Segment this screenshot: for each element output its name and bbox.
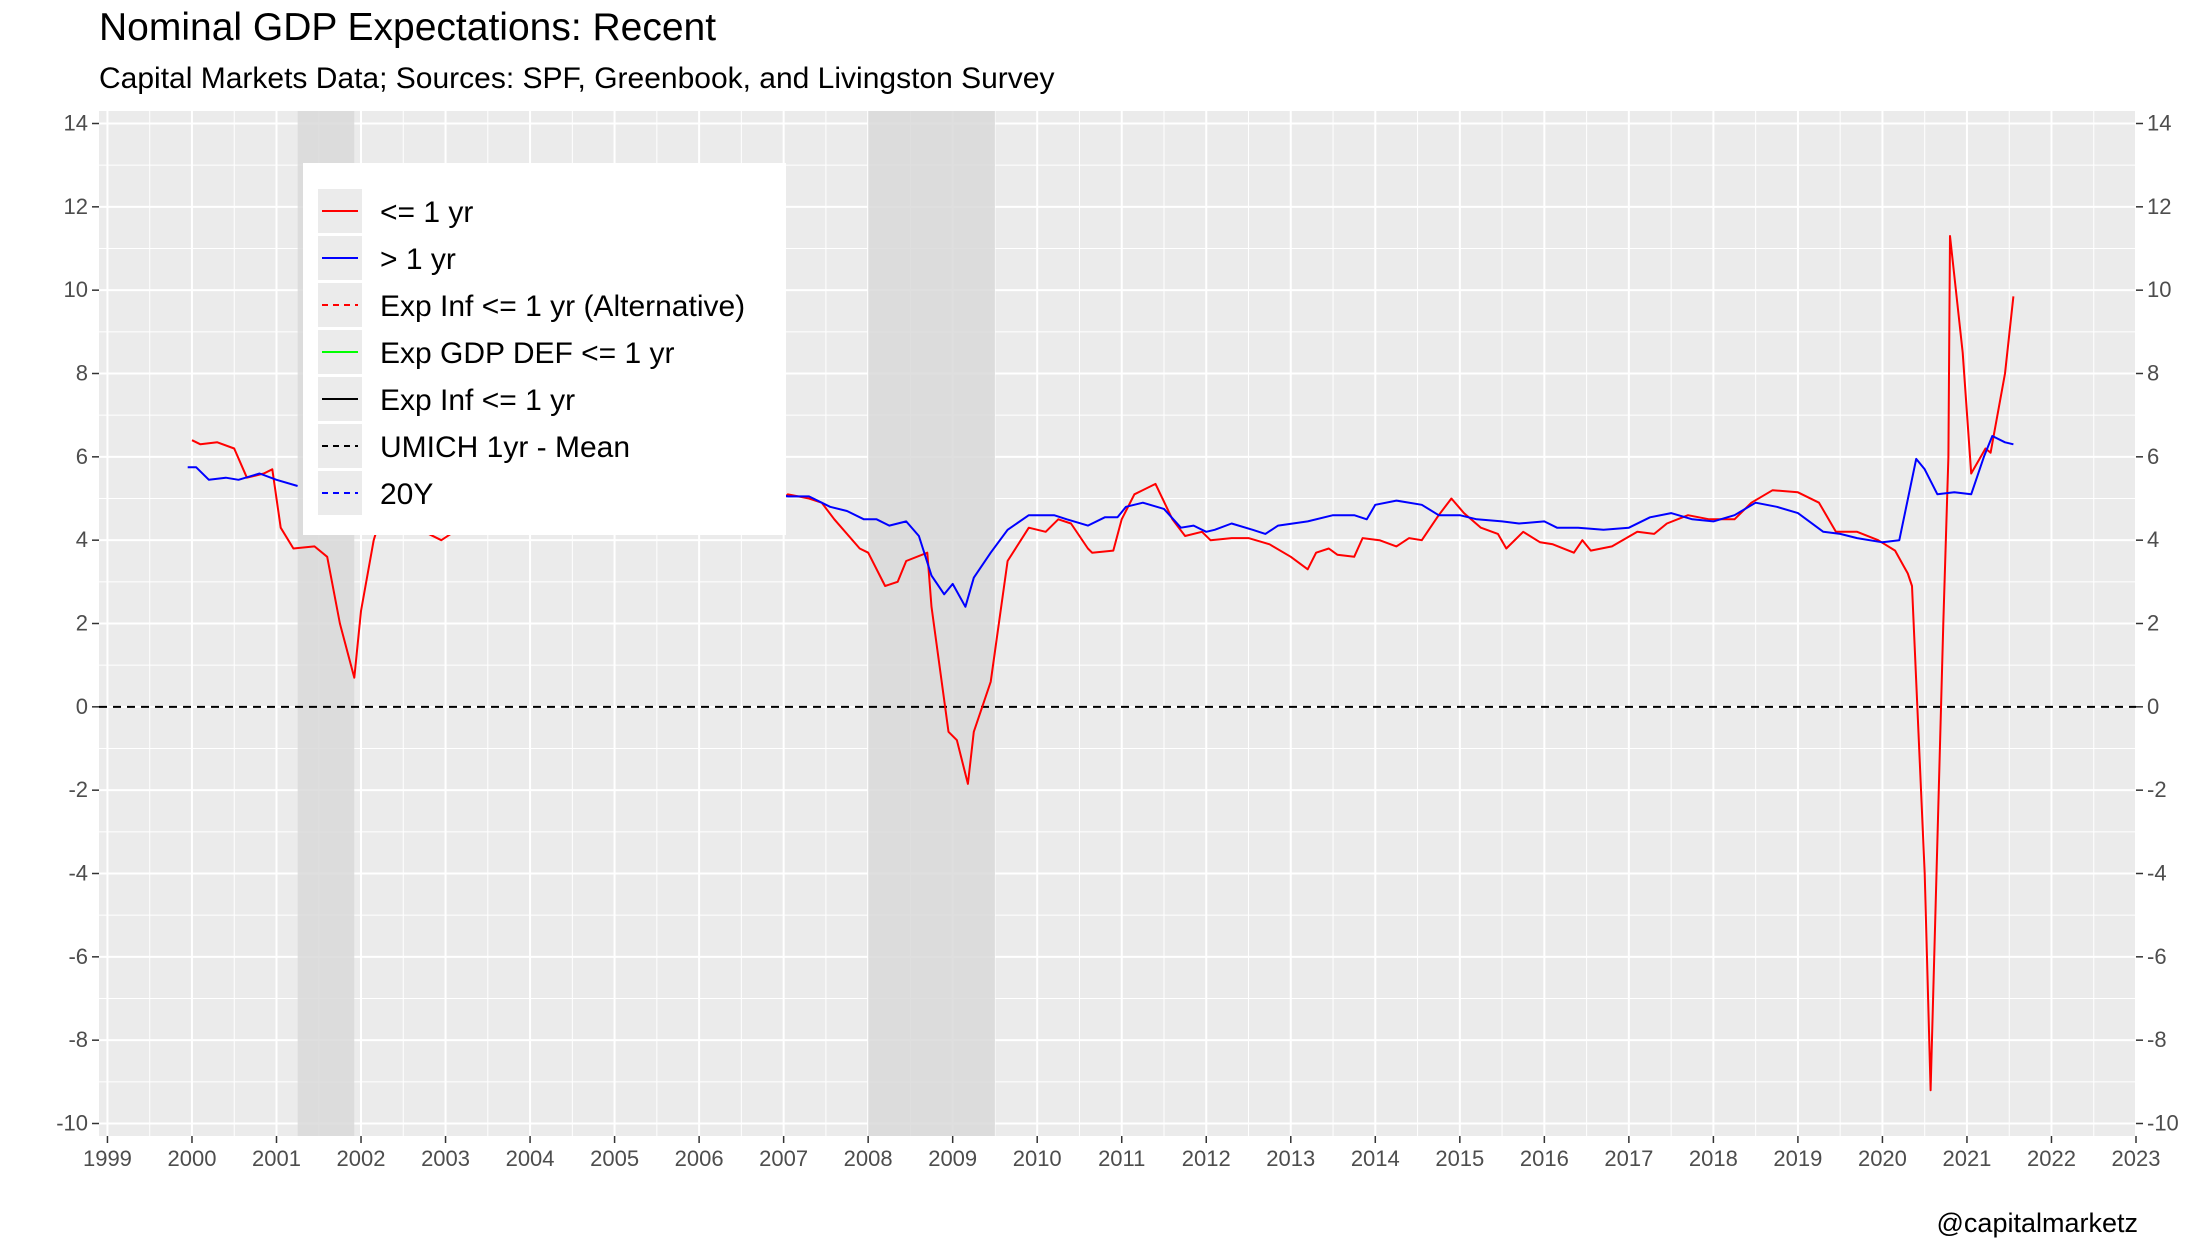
chart-subtitle: Capital Markets Data; Sources: SPF, Gree… <box>99 62 1055 95</box>
x-tick-label: 2021 <box>1942 1146 1991 1171</box>
legend-label: <= 1 yr <box>380 196 473 229</box>
chart-title: Nominal GDP Expectations: Recent <box>99 6 717 49</box>
y-tick-label-left: -6 <box>68 944 88 969</box>
x-tick-label: 2011 <box>1098 1146 1145 1171</box>
x-tick-label: 2013 <box>1266 1146 1315 1171</box>
x-tick-label: 2000 <box>167 1146 216 1171</box>
y-tick-label-left: 14 <box>64 111 88 136</box>
x-tick-label: 2003 <box>421 1146 470 1171</box>
x-tick-label: 1999 <box>83 1146 132 1171</box>
legend-label: > 1 yr <box>380 243 456 276</box>
y-tick-label-right: 12 <box>2147 194 2171 219</box>
y-tick-label-right: 0 <box>2147 694 2159 719</box>
legend-label: 20Y <box>380 478 433 511</box>
x-tick-label: 2017 <box>1604 1146 1653 1171</box>
y-tick-label-right: 6 <box>2147 444 2159 469</box>
x-tick-label: 2019 <box>1773 1146 1822 1171</box>
y-tick-label-left: 6 <box>76 444 88 469</box>
series-line <box>778 235 2015 1092</box>
legend-label: Exp Inf <= 1 yr <box>380 384 575 417</box>
y-tick-label-left: 2 <box>76 611 88 636</box>
legend-box <box>303 163 786 535</box>
y-tick-label-right: 10 <box>2147 277 2171 302</box>
y-tick-label-left: 0 <box>76 694 88 719</box>
y-tick-label-left: 8 <box>76 361 88 386</box>
legend-label: Exp GDP DEF <= 1 yr <box>380 337 675 370</box>
y-tick-label-right: -8 <box>2147 1027 2167 1052</box>
x-tick-label: 2006 <box>675 1146 724 1171</box>
recession-band <box>868 111 995 1136</box>
y-tick-label-left: -8 <box>68 1027 88 1052</box>
x-tick-label: 2018 <box>1689 1146 1738 1171</box>
series-line <box>779 435 2014 608</box>
x-tick-label: 2008 <box>844 1146 893 1171</box>
x-tick-label: 2014 <box>1351 1146 1400 1171</box>
x-tick-label: 2005 <box>590 1146 639 1171</box>
y-tick-label-right: 4 <box>2147 527 2159 552</box>
x-tick-label: 2022 <box>2027 1146 2076 1171</box>
x-tick-label: 2012 <box>1182 1146 1231 1171</box>
y-tick-label-right: -2 <box>2147 777 2167 802</box>
legend-label: Exp Inf <= 1 yr (Alternative) <box>380 290 745 323</box>
y-tick-label-left: -4 <box>68 861 88 886</box>
chart-caption: @capitalmarketz <box>1936 1208 2138 1238</box>
x-tick-label: 2004 <box>506 1146 555 1171</box>
x-tick-label: 2001 <box>252 1146 301 1171</box>
y-tick-label-left: -10 <box>56 1111 88 1136</box>
y-tick-label-left: -2 <box>68 777 88 802</box>
y-tick-label-left: 12 <box>64 194 88 219</box>
y-tick-label-left: 10 <box>64 277 88 302</box>
x-tick-label: 2020 <box>1858 1146 1907 1171</box>
series-line <box>187 466 298 487</box>
x-tick-label: 2010 <box>1013 1146 1062 1171</box>
x-tick-label: 2007 <box>759 1146 808 1171</box>
x-tick-label: 2015 <box>1435 1146 1484 1171</box>
y-tick-label-right: -10 <box>2147 1111 2179 1136</box>
y-tick-label-right: 2 <box>2147 611 2159 636</box>
y-tick-label-right: -4 <box>2147 861 2167 886</box>
x-tick-label: 2016 <box>1520 1146 1569 1171</box>
legend-label: UMICH 1yr - Mean <box>380 431 630 464</box>
y-tick-label-right: 8 <box>2147 361 2159 386</box>
x-tick-label: 2002 <box>337 1146 386 1171</box>
y-tick-label-left: 4 <box>76 527 88 552</box>
y-tick-label-right: 14 <box>2147 111 2171 136</box>
y-tick-label-right: -6 <box>2147 944 2167 969</box>
x-tick-label: 2023 <box>2112 1146 2161 1171</box>
x-tick-label: 2009 <box>928 1146 977 1171</box>
